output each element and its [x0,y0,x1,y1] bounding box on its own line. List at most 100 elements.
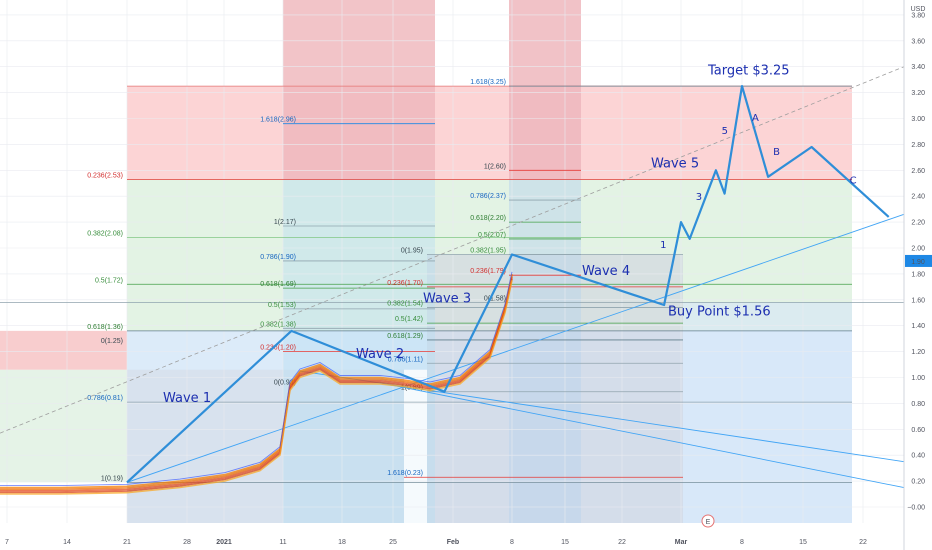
trend-up [126,213,905,483]
y-tick-label: 2.40 [911,194,925,201]
subwave-b-label: B [773,147,780,158]
y-tick-label: 2.20 [911,220,925,227]
wave-projection [126,84,890,484]
zone-left-pink [0,330,127,370]
x-tick-label: 7 [5,539,9,546]
y-tick-label: 0.80 [911,401,925,408]
price-band [0,278,513,494]
price-band [0,280,513,495]
fib-label: 1(0.19) [101,475,123,482]
wave-2-label: Wave 2 [356,347,404,362]
y-tick-label: 2.00 [911,246,925,253]
x-tick-label: 28 [183,539,191,546]
trend-down-2 [379,382,905,489]
fib-label: 0.236(1.70) [387,280,423,287]
fib-label: 0.236(1.20) [260,345,296,352]
y-tick-label: 3.80 [911,12,925,19]
x-tick-label: 8 [740,539,744,546]
subwave-3-label: 3 [696,192,702,203]
target-label: Target $3.25 [707,63,790,78]
x-tick-label: 22 [859,539,867,546]
wave-5-label: Wave 5 [651,157,699,172]
y-tick-label: 1.00 [911,375,925,382]
price-band [0,273,513,489]
background-zones [0,0,904,550]
fib-label: 0.382(1.54) [387,301,423,308]
x-axis-bg [0,523,904,550]
y-tick-label: 3.60 [911,38,925,45]
x-tick-label: 2021 [216,539,232,546]
price-axis-bg [904,0,932,550]
subwave-1-label: 1 [660,240,666,251]
current-price-label: 1.90 [911,259,925,266]
zone-left-green [0,369,127,483]
zone-grey-left [127,369,404,523]
y-tick-label: 1.20 [911,349,925,356]
current-price-badge [905,254,932,267]
earnings-marker-label: E [706,519,711,526]
fib-label: 0.786(1.90) [260,254,296,261]
fib-label: 1.618(2.96) [260,117,296,124]
x-tick-label: 15 [561,539,569,546]
y-tick-label: 0.40 [911,453,925,460]
y-tick-label: 2.60 [911,168,925,175]
fib-label: 0.5(1.42) [395,316,423,323]
fib-levels: 0(1.25) 0.236(2.53) 0.382(2.08) 0.5(1.72) 0.… [0,79,904,483]
earnings-marker [701,514,715,528]
fib-label: 0.5(1.53) [268,302,296,309]
price-band [0,275,513,491]
buy-point-label: Buy Point $1.56 [668,304,771,319]
fib-label: 0.618(1.36) [87,324,123,331]
subwave-c-label: C [850,175,857,186]
subwave-5-label: 5 [722,126,728,137]
fib-label: 0.786(2.37) [470,193,506,200]
fib-label: 0.5(2.07) [478,232,506,239]
fib-label: 0(1.25) [101,338,123,345]
fib-label: 1.618(0.23) [387,470,423,477]
x-tick-label: 15 [799,539,807,546]
fib-label: 0.236(2.53) [87,172,123,179]
fib-label: 0.382(2.08) [87,231,123,238]
y-tick-label: 2.80 [911,142,925,149]
wave-path [126,84,890,484]
fib-label: 0.382(1.38) [260,321,296,328]
price-line [0,271,513,487]
y-tick-label: 3.00 [911,116,925,123]
fib-label: 1(2.17) [274,219,296,226]
x-tick-label: 8 [510,539,514,546]
subwave-a-label: A [752,113,759,124]
y-tick-label: 3.40 [911,64,925,71]
fib-label: 0.618(2.20) [470,215,506,222]
fib-label: 0.5(1.72) [95,277,123,284]
column-feb-top [509,0,581,180]
fib-label: 0(1.58) [484,295,506,302]
y-tick-label: 0.20 [911,479,925,486]
x-tick-label: Mar [675,539,688,546]
y-tick-label: 1.80 [911,271,925,278]
fib-label: 1(2.60) [484,163,506,170]
wave-4-label: Wave 4 [582,264,630,279]
y-tick-label: 1.40 [911,323,925,330]
chart-labels: Wave 1 Wave 2 Wave 3 Wave 4 Wave 5 Target $3.… [163,63,857,406]
fib-zone-red [127,86,852,180]
fib-label: 0.786(1.11) [388,356,423,363]
fib-label: 0.382(1.95) [470,247,506,254]
grid-lines [0,0,904,523]
wave-3-label: Wave 3 [423,291,471,306]
fib-label: 0.236(1.79) [470,268,506,275]
x-tick-label: 14 [63,539,71,546]
x-tick-label: 21 [123,539,131,546]
fib-label: 1.618(3.25) [470,79,506,86]
fib-label: 0.618(1.29) [387,333,423,340]
fib-label: 0.618(1.69) [260,281,296,288]
y-tick-label: −0.00 [907,505,925,512]
x-tick-label: 11 [279,539,286,546]
column-jan-top [283,0,435,180]
y-tick-label: 0.60 [911,427,925,434]
x-tick-label: 22 [618,539,626,546]
x-tick-label: 25 [389,539,397,546]
fib-label: 0(1.95) [401,247,423,254]
y-tick-label: 3.20 [911,90,925,97]
